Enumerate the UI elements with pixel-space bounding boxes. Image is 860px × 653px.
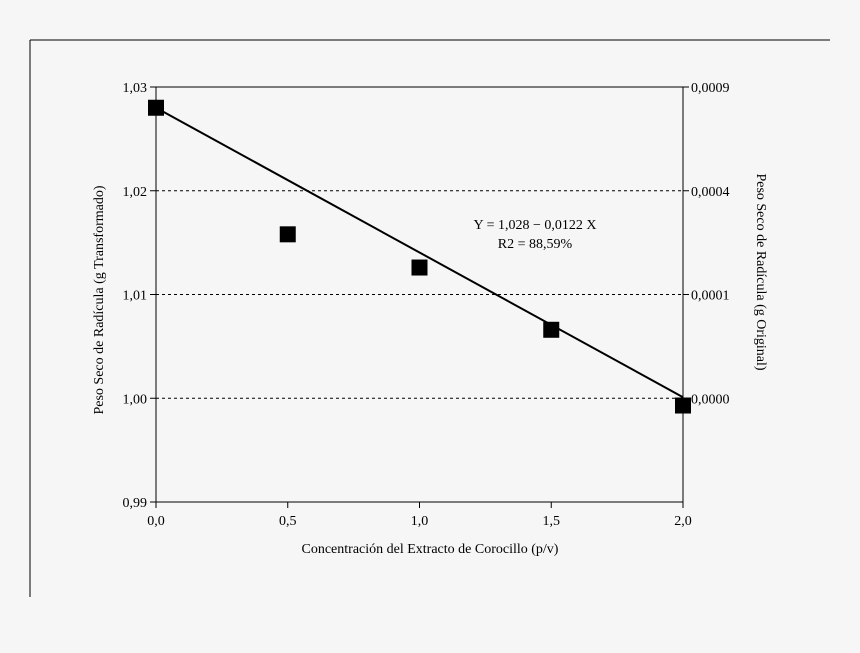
left-tick-label: 1,01 bbox=[123, 289, 148, 304]
right-tick-label: 0,0004 bbox=[691, 185, 730, 200]
r2-label: R2 = 88,59% bbox=[498, 237, 573, 252]
right-tick-label: 0,0009 bbox=[691, 81, 730, 96]
equation-label: Y = 1,028 − 0,0122 X bbox=[474, 218, 597, 233]
grid-lines bbox=[156, 190, 683, 399]
data-point bbox=[279, 226, 296, 243]
x-axis-ticks: 0,0 0,5 1,0 1,5 2,0 bbox=[147, 502, 692, 529]
left-tick-label: 1,03 bbox=[123, 81, 148, 96]
data-point bbox=[148, 99, 164, 116]
left-tick-label: 0,99 bbox=[123, 496, 148, 511]
x-tick-label: 1,0 bbox=[411, 514, 429, 529]
left-axis-ticks: 0,99 1,00 1,01 1,02 1,03 bbox=[123, 81, 156, 511]
y-axis-label-left: Peso Seco de Radícula (g Transformado) bbox=[92, 185, 107, 414]
data-points bbox=[148, 99, 691, 414]
x-axis-label: Concentración del Extracto de Corocillo … bbox=[302, 542, 559, 557]
data-point bbox=[675, 397, 691, 414]
right-axis-ticks: 0,0000 0,0001 0,0004 0,0009 bbox=[683, 81, 730, 407]
fit-line-group bbox=[155, 106, 684, 399]
regression-line bbox=[155, 106, 684, 399]
data-point bbox=[411, 259, 428, 276]
right-tick-label: 0,0001 bbox=[691, 289, 730, 304]
x-tick-label: 0,0 bbox=[147, 514, 165, 529]
x-tick-label: 0,5 bbox=[279, 514, 297, 529]
data-point bbox=[543, 321, 560, 338]
left-tick-label: 1,00 bbox=[123, 392, 148, 407]
x-tick-label: 2,0 bbox=[674, 514, 692, 529]
right-tick-label: 0,0000 bbox=[691, 392, 730, 407]
y-axis-label-right: Peso Seco de Radícula (g Original) bbox=[753, 173, 768, 370]
left-tick-label: 1,02 bbox=[123, 185, 148, 200]
x-tick-label: 1,5 bbox=[543, 514, 561, 529]
